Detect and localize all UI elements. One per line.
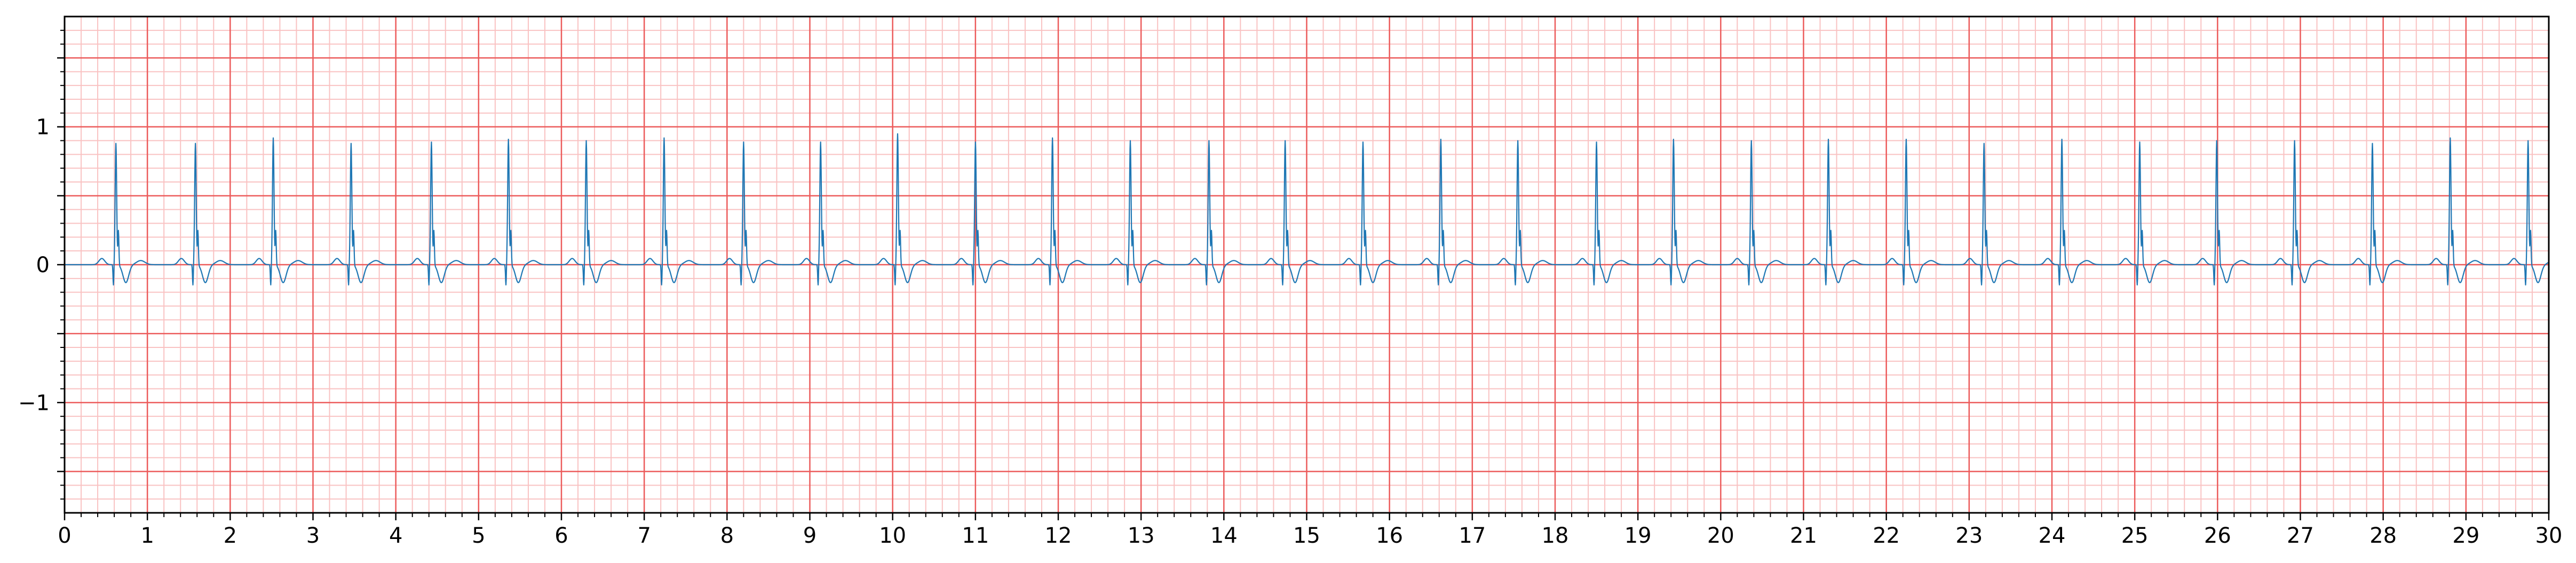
ecg-trace-line bbox=[64, 133, 2549, 286]
x-tick-label: 2 bbox=[224, 524, 237, 548]
x-tick-label: 21 bbox=[1790, 524, 1817, 548]
x-tick-label: 3 bbox=[306, 524, 320, 548]
x-tick-label: 9 bbox=[803, 524, 817, 548]
x-tick-label: 4 bbox=[389, 524, 402, 548]
x-axis: 0 1 2 3 4 5 6 7 8 9 10 11 12 13 14 15 16 17 18 19 20 21 22 23 24… bbox=[58, 513, 2562, 548]
x-tick-label: 24 bbox=[2039, 524, 2066, 548]
x-tick-label: 5 bbox=[472, 524, 485, 548]
x-tick-label: 14 bbox=[1210, 524, 1238, 548]
y-tick-label: 0 bbox=[36, 253, 50, 277]
x-tick-label: 23 bbox=[1955, 524, 1983, 548]
x-tick-label: 15 bbox=[1293, 524, 1320, 548]
x-tick-label: 1 bbox=[140, 524, 154, 548]
x-tick-label: 10 bbox=[879, 524, 906, 548]
major-grid bbox=[64, 17, 2550, 513]
x-tick-label: 22 bbox=[1873, 524, 1900, 548]
x-tick-label: 27 bbox=[2287, 524, 2314, 548]
x-tick-label: 28 bbox=[2369, 524, 2397, 548]
y-tick-label: −1 bbox=[18, 391, 50, 415]
y-axis: 1 0 −1 bbox=[18, 29, 65, 500]
x-tick-label: 19 bbox=[1624, 524, 1652, 548]
x-tick-label: 13 bbox=[1128, 524, 1155, 548]
x-tick-label: 11 bbox=[962, 524, 989, 548]
x-tick-label: 12 bbox=[1045, 524, 1072, 548]
x-tick-label: 16 bbox=[1376, 524, 1403, 548]
x-tick-label: 18 bbox=[1542, 524, 1569, 548]
x-tick-label: 8 bbox=[720, 524, 734, 548]
x-tick-label: 25 bbox=[2121, 524, 2149, 548]
x-tick-label: 30 bbox=[2535, 524, 2563, 548]
ecg-trace-layer bbox=[64, 133, 2549, 286]
x-tick-label: 6 bbox=[554, 524, 568, 548]
x-tick-label: 20 bbox=[1707, 524, 1734, 548]
x-tick-label: 29 bbox=[2452, 524, 2479, 548]
x-tick-label: 7 bbox=[637, 524, 651, 548]
x-tick-label: 17 bbox=[1459, 524, 1486, 548]
x-tick-label: 0 bbox=[58, 524, 71, 548]
x-tick-label: 26 bbox=[2204, 524, 2231, 548]
y-tick-label: 1 bbox=[36, 115, 50, 140]
